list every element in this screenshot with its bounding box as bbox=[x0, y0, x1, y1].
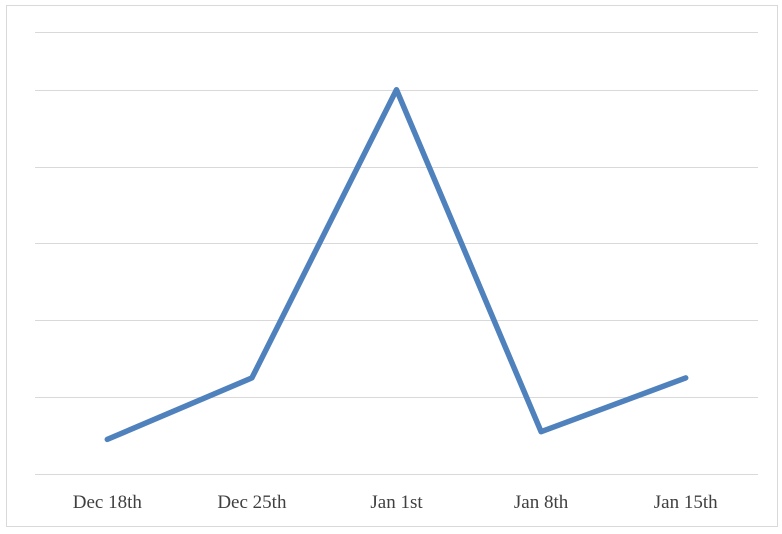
x-tick-label: Jan 15th bbox=[654, 492, 718, 513]
series-layer bbox=[104, 86, 689, 443]
x-axis-ticks: Dec 18th Dec 25th Jan 1st Jan 8th Jan 15th bbox=[73, 492, 718, 513]
series-line bbox=[104, 86, 689, 443]
x-tick-label: Jan 1st bbox=[370, 492, 423, 513]
x-tick-label: Dec 18th bbox=[73, 492, 143, 513]
x-tick-label: Dec 25th bbox=[217, 492, 287, 513]
chart-frame bbox=[6, 5, 778, 527]
x-tick-label: Jan 8th bbox=[514, 492, 569, 513]
gridlines bbox=[35, 32, 758, 475]
